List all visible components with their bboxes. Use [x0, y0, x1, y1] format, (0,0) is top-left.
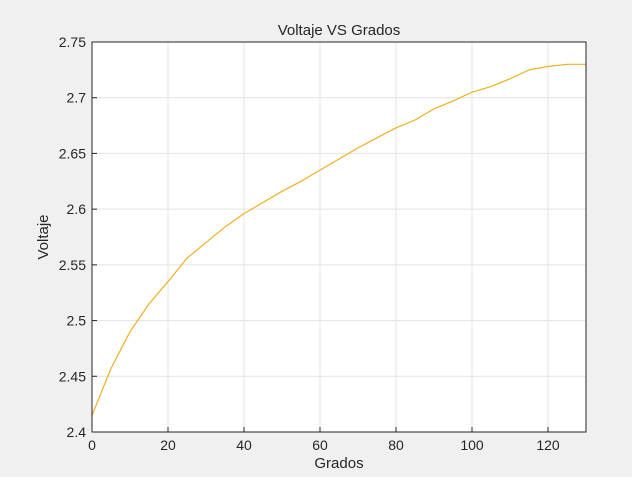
- x-tick-label: 80: [388, 437, 404, 453]
- x-tick-label: 100: [460, 437, 484, 453]
- ticks: 0 20 40 60 80 100 120 2.4 2.45 2.5 2.55 2.6 2.65 2.7 2…: [59, 34, 560, 453]
- x-tick-label: 120: [536, 437, 560, 453]
- x-tick-label: 60: [312, 437, 328, 453]
- series-layer: [91, 63, 586, 416]
- x-axis-label: Grados: [314, 455, 363, 472]
- chart-title: Voltaje VS Grados: [278, 22, 401, 39]
- y-axis-label: Voltaje: [35, 214, 52, 259]
- y-tick-label: 2.6: [67, 201, 87, 217]
- y-tick-label: 2.7: [67, 90, 87, 106]
- y-tick-label: 2.55: [59, 257, 86, 273]
- axes-box: [91, 41, 587, 433]
- y-tick-label: 2.5: [67, 313, 87, 329]
- x-tick-label: 20: [160, 437, 176, 453]
- x-tick-label: 0: [88, 437, 96, 453]
- y-tick-label: 2.45: [59, 368, 86, 384]
- y-tick-label: 2.75: [59, 34, 86, 50]
- plot-area: [92, 42, 586, 432]
- series-line: [91, 63, 586, 416]
- y-tick-label: 2.4: [67, 424, 87, 440]
- y-tick-label: 2.65: [59, 145, 86, 161]
- x-tick-label: 40: [236, 437, 252, 453]
